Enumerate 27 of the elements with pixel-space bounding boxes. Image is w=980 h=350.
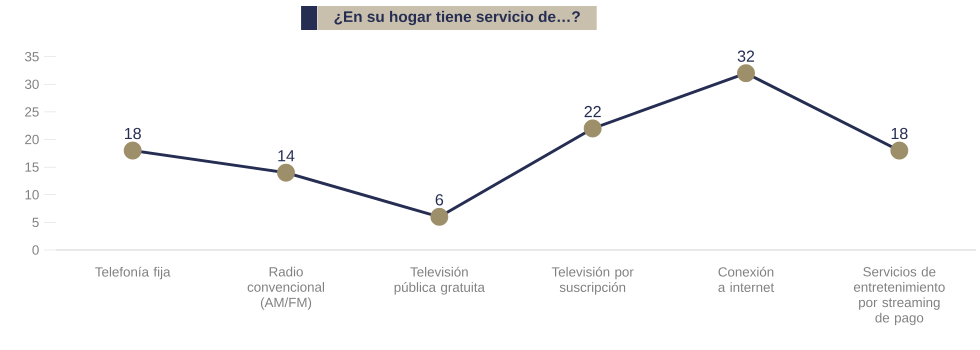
point [124, 142, 142, 160]
y-tick-label: 30 [24, 80, 39, 90]
y-tick-label: 20 [25, 134, 39, 144]
y-tick-label: 35 [24, 52, 39, 62]
point [737, 64, 755, 82]
y-tick-label: 25 [25, 107, 39, 117]
y-tick-label: 0 [32, 245, 39, 255]
data-label: 6 [436, 194, 444, 206]
y-tick-label: 5 [32, 218, 39, 228]
x-tick-label: Conexión a internet [718, 266, 774, 292]
x-tick-label: Radio convencional (AM/FM) [248, 266, 324, 310]
point [584, 120, 602, 138]
data-label: 22 [584, 106, 601, 118]
x-tick-label: Servicios de entretenimiento por streaming de pago [854, 266, 945, 326]
y-tick-label: 15 [25, 162, 39, 172]
x-tick-label: Televisión por suscripción [552, 266, 634, 295]
data-label: 18 [124, 128, 141, 140]
data-label: 14 [278, 150, 294, 162]
data-label: 32 [738, 50, 754, 62]
x-tick-label: Telefonía fija [95, 266, 170, 280]
x-tick-label: Televisión pública gratuita [394, 266, 485, 295]
point [277, 164, 295, 182]
y-tick-label: 10 [25, 190, 39, 200]
chart-title: ¿En su hogar tiene servicio de…? [334, 10, 580, 26]
point [430, 208, 448, 226]
point [890, 142, 908, 160]
data-label: 18 [892, 128, 908, 140]
